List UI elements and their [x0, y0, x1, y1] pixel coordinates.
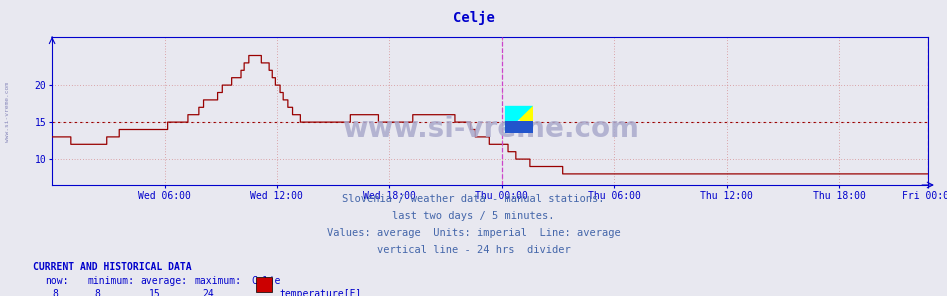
Text: Celje: Celje: [453, 10, 494, 25]
Text: CURRENT AND HISTORICAL DATA: CURRENT AND HISTORICAL DATA: [33, 262, 192, 272]
Text: temperature[F]: temperature[F]: [279, 289, 362, 296]
Text: now:: now:: [45, 276, 69, 286]
Text: www.si-vreme.com: www.si-vreme.com: [5, 83, 10, 142]
Text: last two days / 5 minutes.: last two days / 5 minutes.: [392, 211, 555, 221]
Text: 8: 8: [95, 289, 100, 296]
Text: average:: average:: [140, 276, 188, 286]
Text: www.si-vreme.com: www.si-vreme.com: [342, 115, 638, 143]
Text: Celje: Celje: [251, 276, 280, 286]
Bar: [505, 121, 533, 133]
Polygon shape: [505, 106, 533, 133]
Text: minimum:: minimum:: [87, 276, 134, 286]
Text: 24: 24: [203, 289, 214, 296]
Text: Slovenia / weather data - manual stations.: Slovenia / weather data - manual station…: [342, 194, 605, 204]
Text: Values: average  Units: imperial  Line: average: Values: average Units: imperial Line: av…: [327, 228, 620, 238]
Text: vertical line - 24 hrs  divider: vertical line - 24 hrs divider: [377, 245, 570, 255]
Text: 8: 8: [52, 289, 58, 296]
Text: 15: 15: [149, 289, 160, 296]
Text: maximum:: maximum:: [194, 276, 241, 286]
Polygon shape: [505, 106, 533, 133]
